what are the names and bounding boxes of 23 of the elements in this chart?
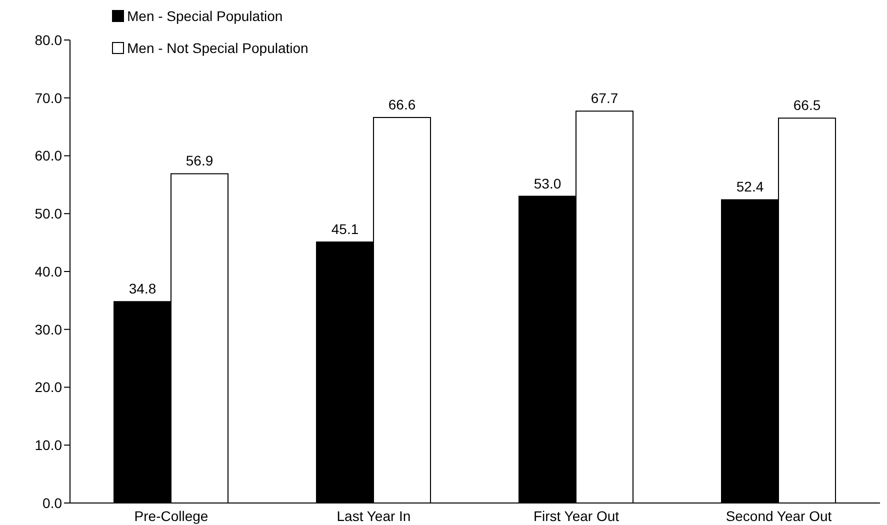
y-tick-label: 40.0 bbox=[34, 263, 62, 280]
y-tick-label: 10.0 bbox=[34, 437, 62, 454]
x-tick-label: Pre-College bbox=[134, 508, 208, 524]
y-tick-label: 60.0 bbox=[34, 148, 62, 164]
data-label: 45.1 bbox=[331, 220, 359, 237]
x-tick-label: Last Year In bbox=[336, 508, 411, 524]
y-tick-label: 80.0 bbox=[34, 32, 62, 48]
data-label: 66.5 bbox=[793, 97, 821, 114]
legend-label: Men - Not Special Population bbox=[127, 40, 308, 56]
data-label: 53.0 bbox=[534, 175, 562, 192]
y-tick-label: 50.0 bbox=[34, 206, 62, 222]
legend-label: Men - Special Population bbox=[127, 8, 283, 24]
x-tick-label: Second Year Out bbox=[726, 508, 832, 524]
y-tick-label: 0.0 bbox=[42, 494, 62, 511]
data-label: 66.6 bbox=[388, 96, 416, 113]
y-tick-label: 70.0 bbox=[34, 90, 62, 106]
y-tick-label: 30.0 bbox=[34, 321, 62, 338]
y-tick-label: 20.0 bbox=[34, 379, 62, 396]
data-label: 52.4 bbox=[736, 178, 764, 195]
data-label: 67.7 bbox=[590, 90, 618, 106]
data-label: 34.8 bbox=[128, 280, 156, 297]
data-label: 56.9 bbox=[186, 152, 214, 169]
x-tick-label: First Year Out bbox=[533, 508, 620, 524]
